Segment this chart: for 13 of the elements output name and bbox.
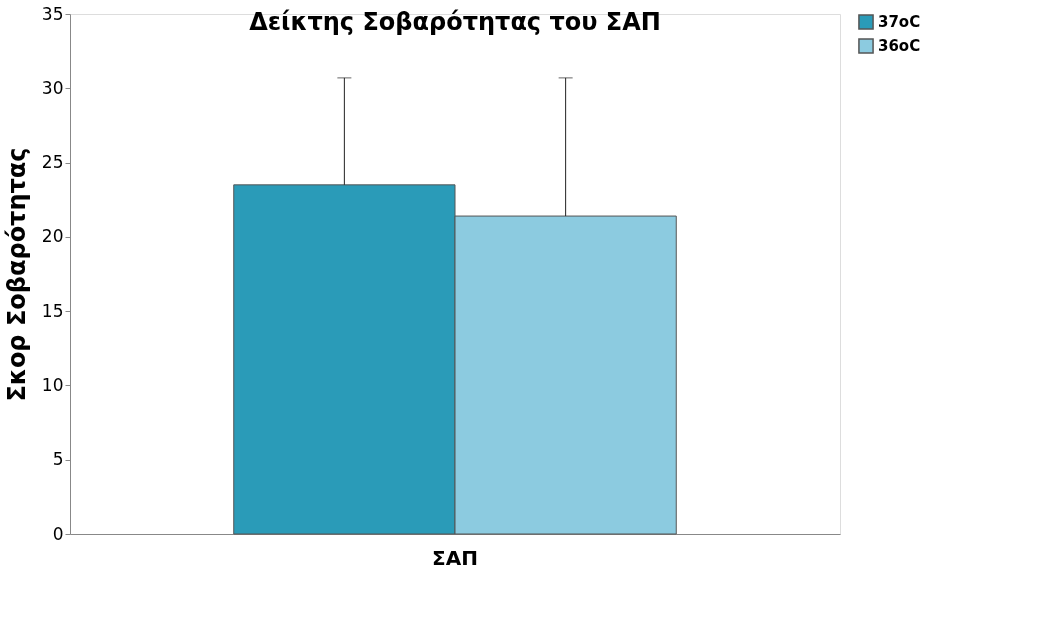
y-tick-label: 35: [41, 3, 64, 24]
legend-label: 37oC: [878, 13, 921, 31]
y-tick-label: 25: [41, 152, 64, 173]
y-tick-label: 0: [52, 523, 64, 544]
y-axis-title: Σκορ Σοβαρότητας: [2, 147, 31, 402]
y-tick-label: 30: [41, 77, 64, 98]
legend-label: 36oC: [878, 37, 921, 55]
y-tick-label: 10: [41, 374, 64, 395]
y-tick-label: 20: [41, 226, 64, 247]
x-tick-label: ΣΑΠ: [432, 545, 478, 570]
y-tick-label: 15: [41, 300, 64, 321]
y-tick-label: 5: [52, 449, 64, 470]
chart-title: Δείκτης Σοβαρότητας του ΣΑΠ: [249, 8, 661, 36]
